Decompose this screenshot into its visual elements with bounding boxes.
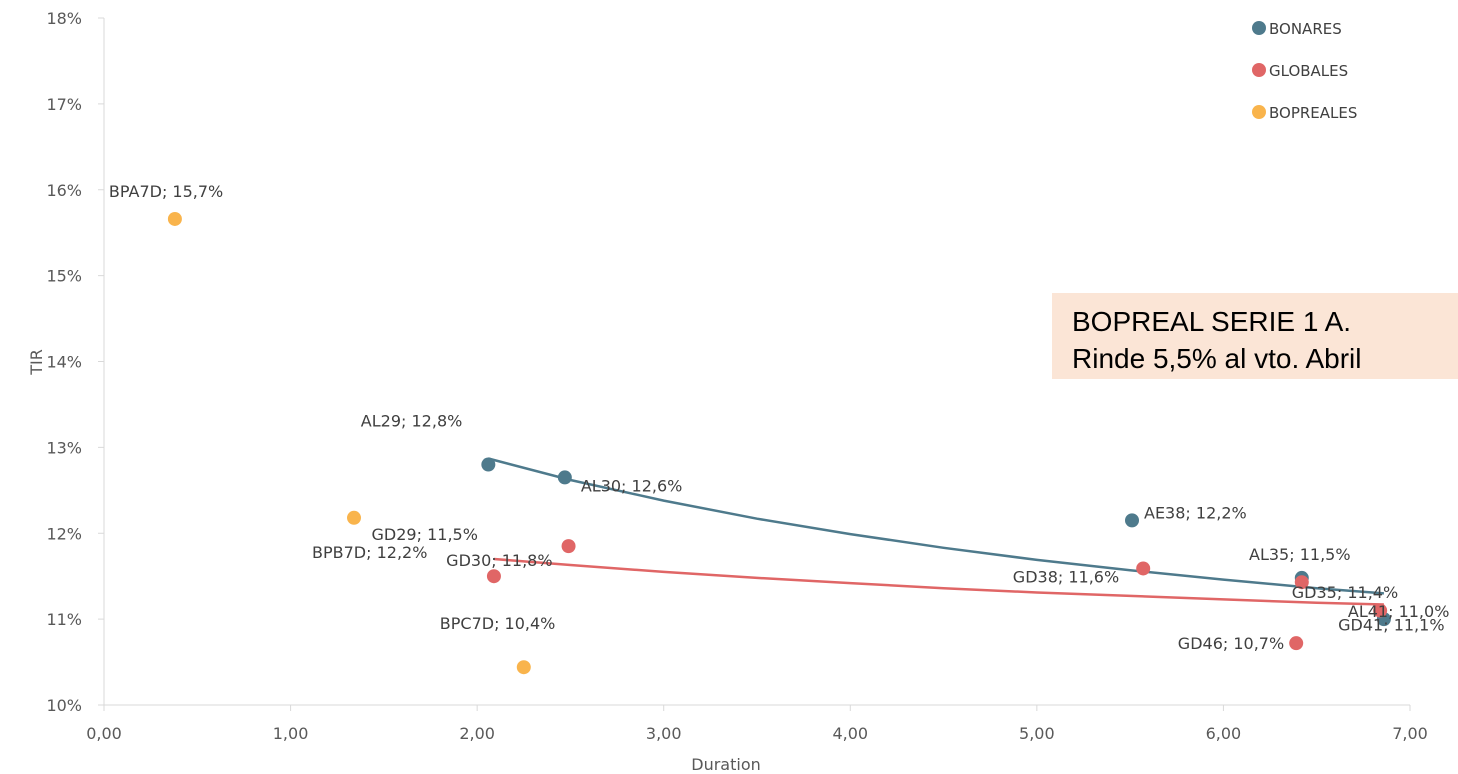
x-tick-label: 2,00 [459,724,495,743]
annotation-line-2: Rinde 5,5% al vto. Abril [1072,343,1362,374]
data-label: AL35; 11,5% [1249,545,1351,564]
trendline-bonares [487,457,1384,595]
data-point [486,569,501,584]
data-label: BPB7D; 12,2% [312,543,427,562]
y-tick-label: 12% [46,524,82,543]
annotation-line-1: BOPREAL SERIE 1 A. [1072,306,1352,337]
data-point [561,539,576,554]
legend-label: BOPREALES [1269,104,1357,122]
y-tick-label: 11% [46,610,82,629]
data-point [1289,636,1304,651]
data-point [481,457,496,472]
trendlines [487,457,1384,606]
data-point [516,660,531,675]
y-tick-label: 15% [46,267,82,286]
data-labels: AL29; 12,8% AL30; 12,6% AE38; 12,2% AL35; 1… [109,182,1450,653]
x-axis-title: Duration [691,755,761,774]
y-tick-label: 17% [46,95,82,114]
data-label: BPC7D; 10,4% [440,614,556,633]
y-tick-label: 14% [46,353,82,372]
data-label: AE38; 12,2% [1144,503,1247,522]
data-label: AL29; 12,8% [361,412,463,431]
x-tick-label: 5,00 [1019,724,1055,743]
legend-marker [1252,21,1266,35]
y-axis-title: TIR [27,349,46,376]
legend-label: GLOBALES [1269,62,1348,80]
y-tick-label: 13% [46,438,82,457]
data-label: GD30; 11,8% [446,551,552,570]
data-label: GD46; 10,7% [1178,634,1284,653]
legend-marker [1252,105,1266,119]
data-point [1125,513,1140,528]
annotation-box: BOPREAL SERIE 1 A. Rinde 5,5% al vto. Ab… [1052,293,1458,379]
data-label: GD38; 11,6% [1013,567,1119,586]
data-label: AL30; 12,6% [581,476,683,495]
y-tick-label: 16% [46,181,82,200]
legend-label: BONARES [1269,20,1342,38]
data-point [557,470,572,485]
data-point [1294,575,1309,590]
data-points [167,211,1391,675]
data-label: GD35; 11,4% [1292,583,1398,602]
data-point [1373,603,1388,618]
data-label: GD41; 11,1% [1338,616,1444,635]
y-tick-label: 18% [46,9,82,28]
data-point [1136,561,1151,576]
x-tick-label: 3,00 [646,724,682,743]
y-tick-label: 10% [46,696,82,715]
data-label: GD29; 11,5% [372,525,478,544]
x-tick-label: 1,00 [273,724,309,743]
legend-marker [1252,63,1266,77]
x-tick-label: 0,00 [86,724,122,743]
trendline-globales [493,557,1384,606]
axes: 0,00 1,00 2,00 3,00 4,00 5,00 6,00 7,00 10% 11% 12… [46,9,1427,743]
data-label: AL41; 11,0% [1348,602,1450,621]
data-point [347,510,362,525]
x-tick-label: 7,00 [1392,724,1428,743]
x-tick-label: 6,00 [1206,724,1242,743]
x-tick-label: 4,00 [832,724,868,743]
data-point [167,211,182,226]
legend: BONARES GLOBALES BOPREALES [1252,20,1357,122]
data-label: BPA7D; 15,7% [109,182,223,201]
